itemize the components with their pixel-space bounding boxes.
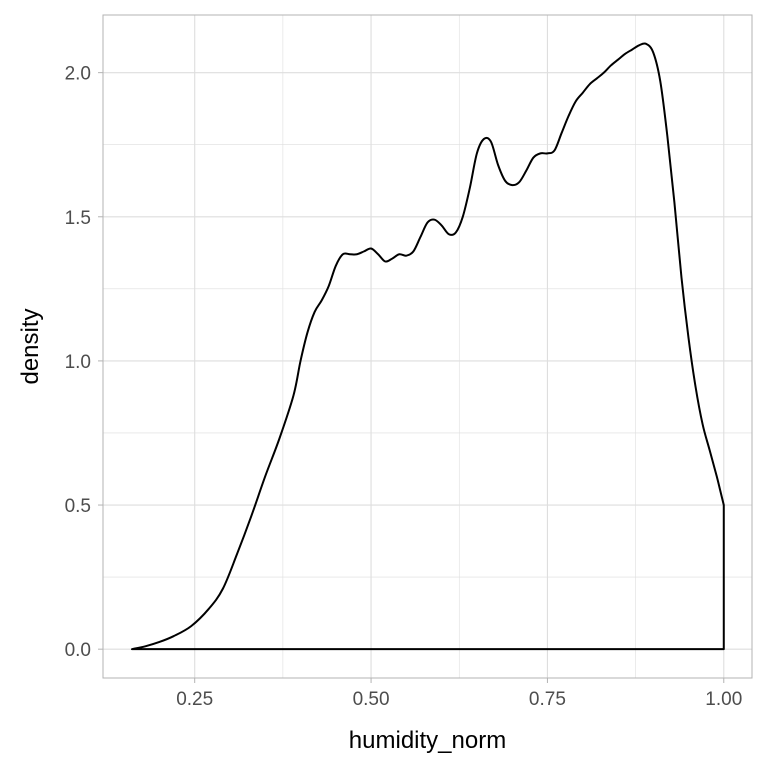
x-tick-label: 0.75 <box>529 689 566 710</box>
y-tick-label: 1.0 <box>65 352 91 373</box>
y-tick-label: 0.0 <box>65 640 91 661</box>
x-tick-label: 0.50 <box>353 689 390 710</box>
y-axis-ticks: 0.0 0.5 1.0 1.5 2.0 <box>65 64 103 661</box>
density-curve-layer <box>130 42 725 651</box>
y-tick-label: 2.0 <box>65 64 91 85</box>
y-axis-title: density <box>17 308 44 384</box>
x-tick-label: 0.25 <box>176 689 213 710</box>
panel-border <box>102 14 753 679</box>
y-tick-label: 0.5 <box>65 496 91 517</box>
y-tick-label: 1.5 <box>65 208 91 229</box>
density-curve <box>130 42 725 651</box>
x-axis-ticks: 0.25 0.50 0.75 1.00 <box>176 678 742 710</box>
x-axis-title: humidity_norm <box>349 727 506 754</box>
x-tick-label: 1.00 <box>705 689 742 710</box>
